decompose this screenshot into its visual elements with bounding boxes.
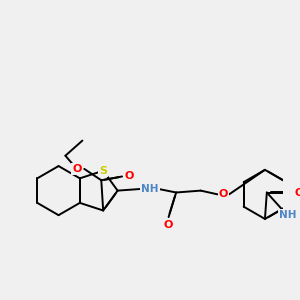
Text: O: O bbox=[164, 220, 173, 230]
Text: O: O bbox=[125, 172, 134, 182]
Text: NH: NH bbox=[279, 210, 296, 220]
Text: O: O bbox=[294, 188, 300, 197]
Text: S: S bbox=[99, 166, 107, 176]
Text: NH: NH bbox=[141, 184, 158, 194]
Text: O: O bbox=[72, 164, 81, 174]
Text: O: O bbox=[219, 189, 228, 200]
